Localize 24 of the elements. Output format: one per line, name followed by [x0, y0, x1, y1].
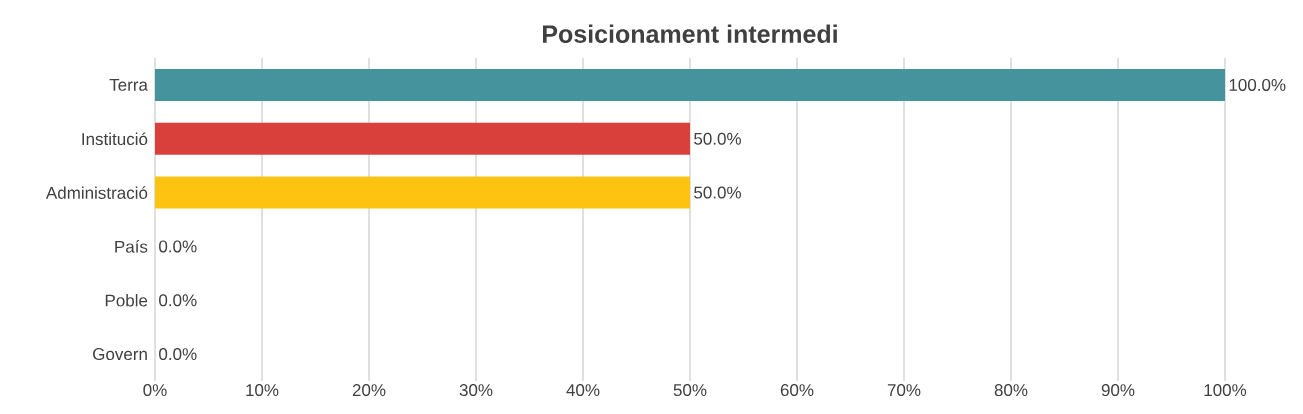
y-tick-label: Poble — [105, 294, 148, 307]
y-tick-label: Terra — [109, 78, 148, 91]
chart-title: Posicionament intermedi — [543, 24, 837, 43]
x-tick-label: 80% — [994, 384, 1028, 397]
data-label: 50.0% — [694, 186, 741, 199]
x-tick-label: 100% — [1204, 384, 1247, 397]
x-tick-label: 70% — [887, 384, 921, 397]
data-label: 100.0% — [1229, 78, 1286, 91]
x-tick-label: 40% — [566, 384, 600, 397]
x-tick-label: 50% — [673, 384, 707, 397]
y-tick-label: Administració — [45, 186, 148, 199]
x-tick-label: 30% — [459, 384, 493, 397]
x-tick-label: 90% — [1101, 384, 1135, 397]
y-tick-label: Institució — [82, 132, 148, 146]
data-label: 50.0% — [694, 132, 741, 145]
x-tick-label: 10% — [246, 384, 279, 397]
x-tick-label: 20% — [352, 384, 386, 397]
y-tick-label: País — [115, 240, 148, 253]
data-label: 0.0% — [159, 240, 197, 253]
data-label: 0.0% — [159, 294, 197, 307]
data-label: 0.0% — [159, 348, 197, 361]
x-tick-label: 60% — [780, 384, 814, 397]
x-tick-label: 0% — [143, 384, 167, 397]
y-tick-label: Govern — [93, 348, 147, 361]
